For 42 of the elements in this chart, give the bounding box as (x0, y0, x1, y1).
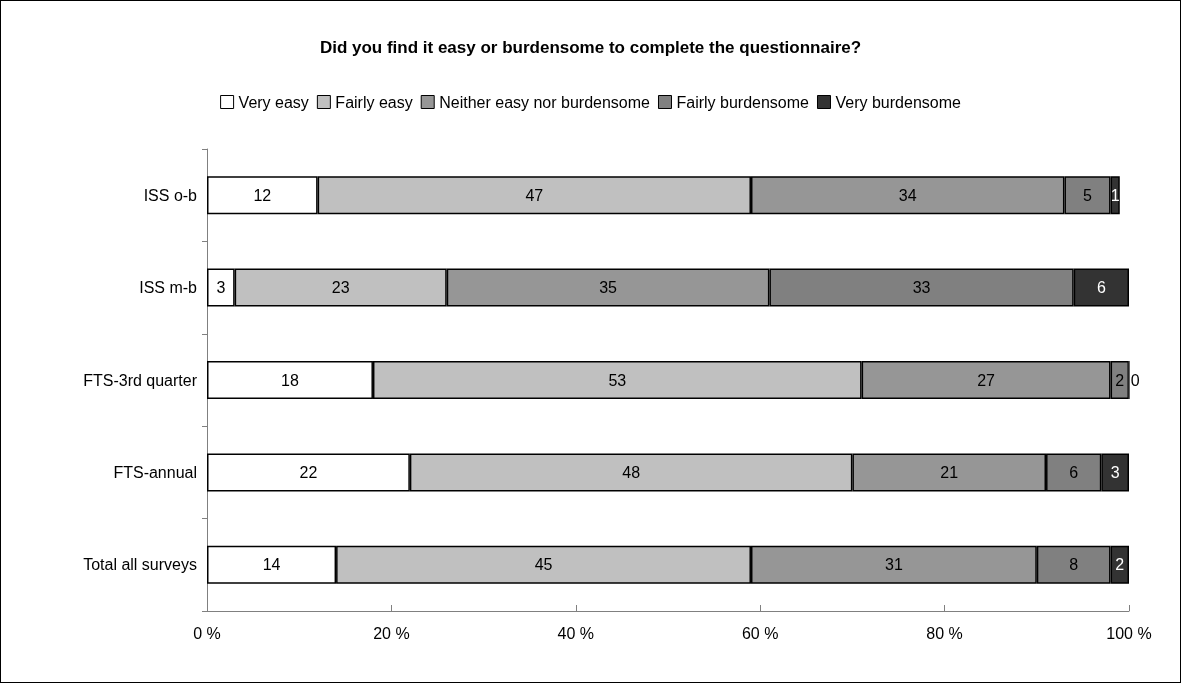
data-label: 31 (884, 556, 903, 574)
data-label: 53 (608, 371, 627, 389)
data-label: 2 (1115, 556, 1125, 574)
x-tick-label: 0 % (193, 624, 221, 642)
data-label: 34 (898, 186, 917, 204)
data-label: 6 (1096, 279, 1106, 297)
legend-label: Very burdensome (835, 93, 961, 111)
data-label: 0 (1130, 371, 1140, 389)
y-tick-label: ISS m-b (139, 279, 198, 297)
legend-label: Very easy (238, 93, 309, 111)
data-label: 6 (1069, 463, 1079, 481)
data-label: 2 (1115, 371, 1125, 389)
data-label: 35 (599, 279, 618, 297)
legend-label: Fairly easy (335, 93, 413, 111)
chart-title: Did you find it easy or burdensome to complete the questionnaire? (319, 38, 862, 57)
y-tick-label: FTS-annual (113, 463, 197, 481)
data-label: 48 (622, 463, 641, 481)
data-label: 18 (281, 371, 299, 389)
x-tick-label: 80 % (926, 624, 963, 642)
data-label: 5 (1083, 186, 1093, 204)
y-tick-label: FTS-3rd quarter (83, 371, 198, 389)
x-tick-label: 20 % (373, 624, 410, 642)
legend-label: Fairly burdensome (676, 93, 810, 111)
data-label: 14 (262, 556, 281, 574)
y-tick-label: Total all surveys (83, 556, 197, 574)
data-label: 27 (977, 371, 996, 389)
data-label: 8 (1069, 556, 1079, 574)
data-label: 12 (253, 186, 272, 204)
data-label: 22 (299, 463, 318, 481)
y-tick-label: ISS o-b (143, 186, 198, 204)
legend-label: Neither easy nor burdensome (439, 93, 651, 111)
data-label: 3 (1110, 463, 1120, 481)
data-label: 23 (331, 279, 350, 297)
data-label: 33 (912, 279, 931, 297)
data-label: 3 (216, 279, 226, 297)
data-label: 45 (534, 556, 553, 574)
x-tick-label: 100 % (1106, 624, 1152, 642)
data-label: 21 (940, 463, 959, 481)
data-label: 1 (1110, 186, 1120, 204)
data-label: 47 (525, 186, 544, 204)
x-tick-label: 40 % (557, 624, 595, 642)
x-tick-label: 60 % (741, 624, 779, 642)
